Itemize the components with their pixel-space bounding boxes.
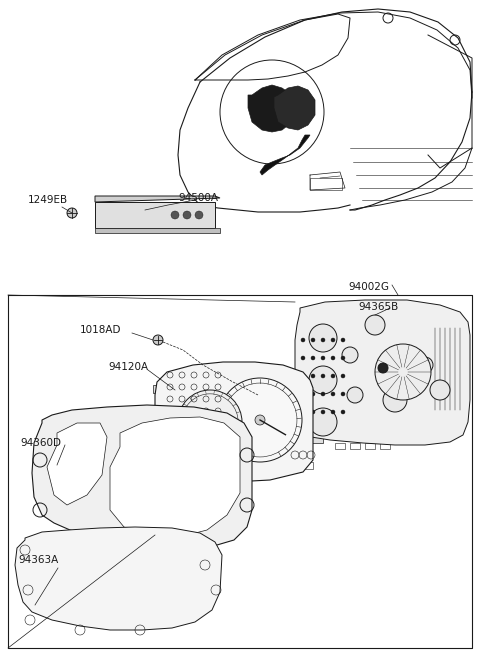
Circle shape (301, 374, 305, 378)
Circle shape (375, 344, 431, 400)
FancyBboxPatch shape (153, 438, 165, 446)
Circle shape (341, 374, 345, 378)
Polygon shape (95, 202, 215, 228)
Circle shape (301, 338, 305, 342)
Text: 1249EB: 1249EB (28, 195, 68, 205)
Text: 94002G: 94002G (348, 282, 389, 292)
Circle shape (331, 356, 335, 360)
Circle shape (255, 415, 265, 425)
Circle shape (341, 392, 345, 396)
Circle shape (67, 208, 77, 218)
Text: 94360D: 94360D (20, 438, 61, 448)
Polygon shape (110, 417, 240, 537)
Circle shape (183, 211, 191, 219)
Circle shape (153, 335, 163, 345)
Circle shape (301, 356, 305, 360)
Circle shape (347, 387, 363, 403)
Circle shape (171, 211, 179, 219)
Text: 94120A: 94120A (108, 362, 148, 372)
Circle shape (365, 315, 385, 335)
FancyBboxPatch shape (311, 382, 323, 390)
Circle shape (178, 390, 242, 454)
Polygon shape (95, 196, 220, 202)
Text: 94363A: 94363A (18, 555, 58, 565)
Circle shape (311, 338, 315, 342)
Circle shape (331, 410, 335, 414)
Circle shape (321, 374, 325, 378)
Polygon shape (295, 300, 470, 445)
Circle shape (301, 392, 305, 396)
Circle shape (341, 338, 345, 342)
FancyBboxPatch shape (153, 385, 165, 393)
Circle shape (331, 374, 335, 378)
FancyBboxPatch shape (105, 205, 160, 217)
FancyBboxPatch shape (160, 207, 168, 212)
FancyBboxPatch shape (311, 435, 323, 443)
Polygon shape (32, 405, 252, 547)
Circle shape (195, 211, 203, 219)
Circle shape (383, 388, 407, 412)
Text: 94500A: 94500A (178, 193, 218, 203)
Circle shape (341, 410, 345, 414)
Circle shape (342, 347, 358, 363)
Text: 1018AD: 1018AD (80, 325, 121, 335)
Circle shape (417, 357, 433, 373)
Polygon shape (155, 362, 313, 482)
Circle shape (331, 392, 335, 396)
Text: 94365B: 94365B (358, 302, 398, 312)
Circle shape (321, 392, 325, 396)
Circle shape (430, 380, 450, 400)
Circle shape (331, 338, 335, 342)
Circle shape (378, 363, 388, 373)
Polygon shape (274, 86, 315, 130)
Circle shape (309, 408, 337, 436)
Polygon shape (15, 527, 222, 630)
Circle shape (321, 410, 325, 414)
Circle shape (218, 378, 302, 462)
Circle shape (311, 356, 315, 360)
Polygon shape (248, 85, 296, 132)
Circle shape (206, 418, 214, 426)
Circle shape (321, 356, 325, 360)
Polygon shape (47, 423, 107, 505)
Circle shape (321, 338, 325, 342)
Circle shape (311, 410, 315, 414)
FancyBboxPatch shape (238, 432, 283, 446)
Circle shape (309, 324, 337, 352)
Circle shape (311, 374, 315, 378)
Circle shape (311, 392, 315, 396)
Polygon shape (260, 135, 310, 175)
Polygon shape (95, 228, 220, 233)
Circle shape (341, 356, 345, 360)
Circle shape (309, 366, 337, 394)
Circle shape (301, 410, 305, 414)
